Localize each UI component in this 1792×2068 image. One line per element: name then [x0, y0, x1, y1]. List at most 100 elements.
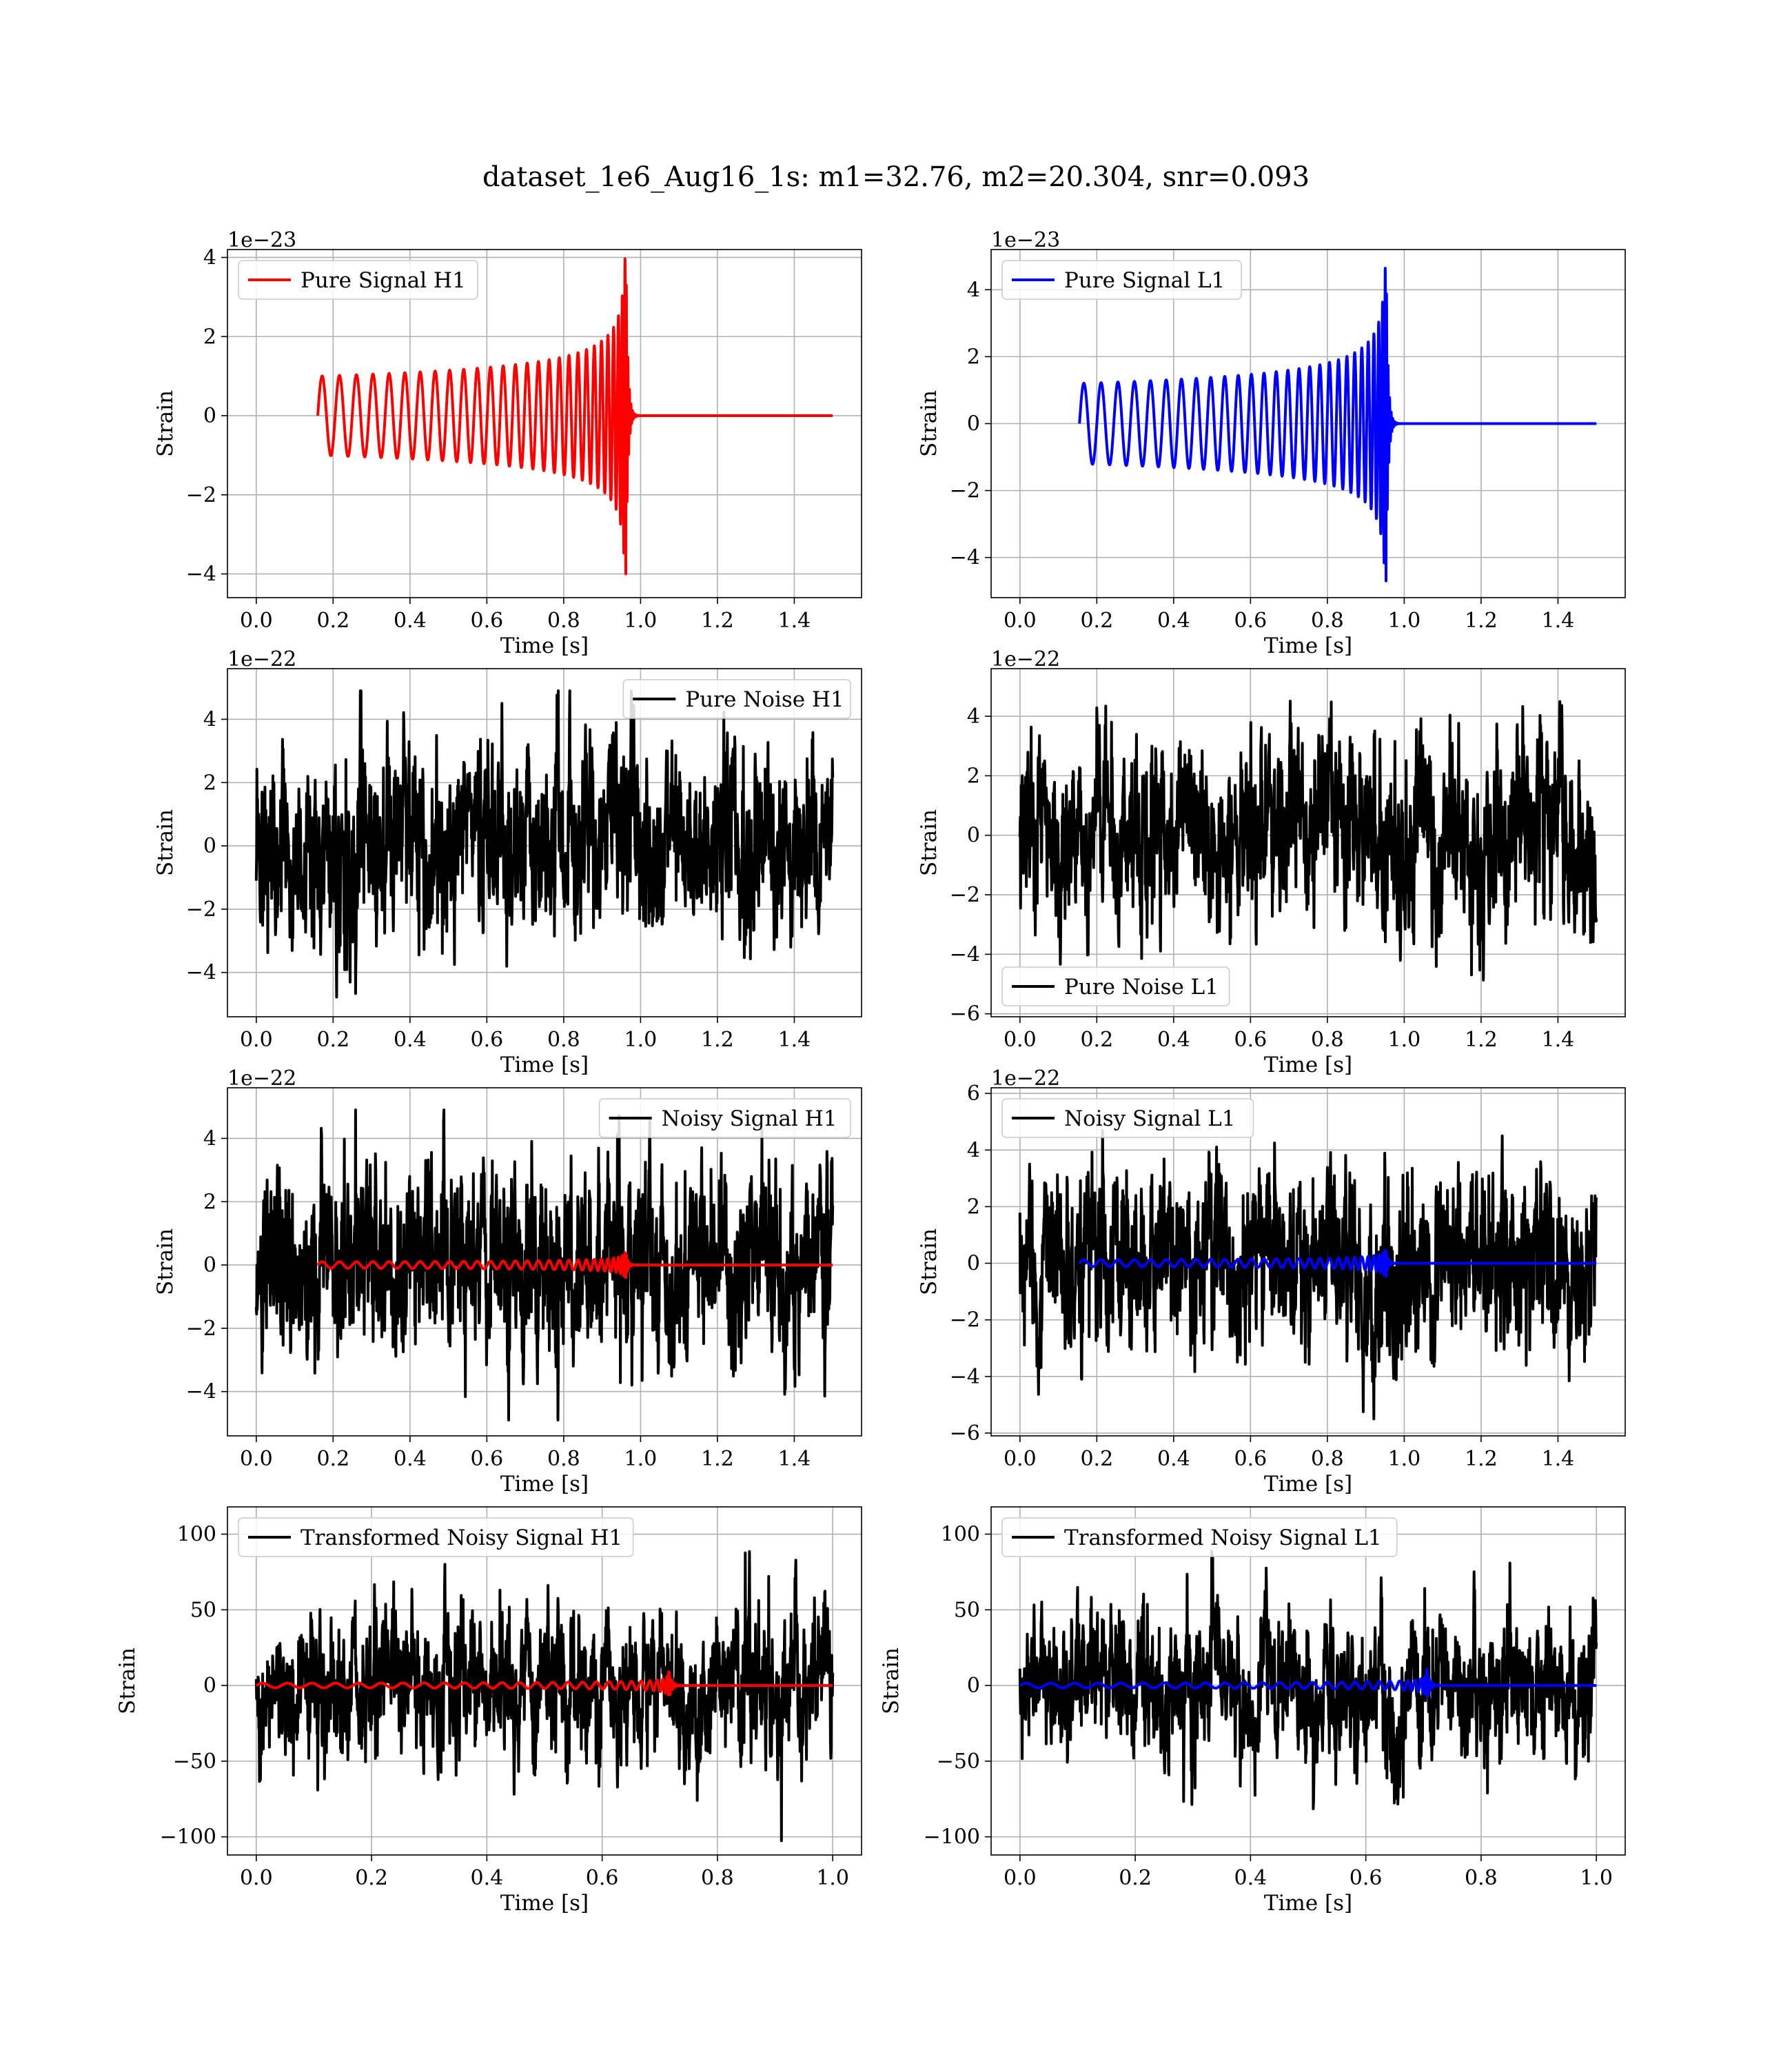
- x-tick-label: 0.6: [471, 609, 504, 633]
- legend-label: Pure Signal L1: [1064, 268, 1225, 293]
- y-tick-label: −4: [186, 1380, 216, 1404]
- y-tick-label: −2: [950, 883, 980, 907]
- x-tick-label: 0.0: [240, 609, 273, 633]
- x-tick-label: 0.0: [240, 1447, 273, 1471]
- x-tick-label: 0.0: [240, 1866, 273, 1890]
- x-tick-label: 0.4: [1157, 1028, 1190, 1052]
- y-tick-label: −6: [950, 1002, 980, 1026]
- y-tick-label: −4: [950, 546, 980, 570]
- x-tick-label: 0.2: [1080, 1447, 1113, 1471]
- y-axis-label: Strain: [917, 390, 941, 457]
- y-tick-label: 2: [203, 771, 216, 795]
- subplot-6: 0.0 0.2 0.4 0.6 0.8 1.0 1.2 1.4 −6 −4 −2 0 2 4 6 Time […: [917, 1066, 1626, 1497]
- y-axis-label: Strain: [917, 1228, 941, 1295]
- y-tick-label: 4: [203, 707, 216, 731]
- x-tick-label: 0.6: [1234, 1028, 1267, 1052]
- x-tick-label: 0.0: [1004, 1866, 1037, 1890]
- legend: Noisy Signal H1: [598, 1098, 851, 1138]
- x-tick-label: 1.4: [1542, 609, 1575, 633]
- legend-label: Transformed Noisy Signal L1: [1064, 1525, 1382, 1550]
- x-tick-label: 0.4: [394, 1028, 427, 1052]
- x-tick-label: 0.2: [316, 1447, 349, 1471]
- x-tick-label: 0.4: [1157, 1447, 1190, 1471]
- x-tick-label: 0.8: [547, 1447, 580, 1471]
- subplot-8: 0.0 0.2 0.4 0.6 0.8 1.0 −100 −50 0 50 100 Time [s] S…: [879, 1506, 1626, 1916]
- x-tick-label: 0.2: [1119, 1866, 1152, 1890]
- y-offset-text: 1e−22: [991, 647, 1060, 671]
- x-tick-label: 0.8: [1465, 1866, 1498, 1890]
- x-tick-label: 0.8: [547, 1028, 580, 1052]
- x-tick-label: 0.4: [1157, 609, 1190, 633]
- legend: Noisy Signal L1: [1001, 1098, 1254, 1138]
- y-tick-label: 50: [954, 1598, 980, 1622]
- axes-frame: [227, 249, 862, 598]
- x-tick-label: 0.4: [394, 609, 427, 633]
- y-tick-label: −4: [950, 1365, 980, 1389]
- x-tick-label: 0.2: [355, 1866, 388, 1890]
- x-tick-label: 0.4: [1234, 1866, 1267, 1890]
- legend-label: Noisy Signal L1: [1064, 1106, 1236, 1131]
- x-tick-label: 0.0: [1004, 1028, 1037, 1052]
- axes-frame: [227, 1506, 862, 1856]
- y-axis-label: Strain: [153, 809, 178, 876]
- y-axis-label: Strain: [115, 1648, 140, 1714]
- y-tick-label: 4: [967, 1138, 980, 1162]
- x-tick-label: 1.4: [778, 1028, 811, 1052]
- legend-box: [1001, 1517, 1398, 1557]
- x-tick-label: 0.2: [1080, 609, 1113, 633]
- legend-box: [622, 679, 851, 719]
- x-axis-label: Time [s]: [500, 633, 589, 658]
- subplot-grid: 0.0 0.2 0.4 0.6 0.8 1.0 1.2 1.4 −4 −2 0 2 4 Time [s] S…: [115, 228, 1626, 1916]
- x-tick-label: 0.8: [701, 1866, 734, 1890]
- legend: Pure Noise H1: [622, 679, 851, 719]
- x-tick-label: 0.0: [1004, 609, 1037, 633]
- y-tick-label: −2: [186, 1317, 216, 1341]
- x-tick-label: 1.0: [1388, 1447, 1421, 1471]
- legend-box: [598, 1098, 851, 1138]
- x-axis-label: Time [s]: [1264, 633, 1352, 658]
- x-tick-label: 1.0: [1580, 1866, 1613, 1890]
- subplot-2: 0.0 0.2 0.4 0.6 0.8 1.0 1.2 1.4 −4 −2 0 2 4 Time [s] S…: [917, 228, 1626, 658]
- x-tick-label: 1.2: [701, 609, 734, 633]
- x-axis-label: Time [s]: [500, 1472, 589, 1497]
- y-offset-text: 1e−22: [991, 1066, 1060, 1091]
- x-tick-label: 1.0: [1388, 609, 1421, 633]
- noise-series-line: [1018, 1550, 1598, 1810]
- x-tick-label: 1.2: [701, 1447, 734, 1471]
- y-tick-label: 4: [967, 278, 980, 302]
- axes-frame: [990, 1087, 1626, 1437]
- y-offset-text: 1e−23: [991, 228, 1060, 252]
- x-tick-label: 0.6: [471, 1028, 504, 1052]
- y-tick-label: −4: [186, 961, 216, 985]
- x-tick-label: 0.6: [1234, 1447, 1267, 1471]
- subplot-1: 0.0 0.2 0.4 0.6 0.8 1.0 1.2 1.4 −4 −2 0 2 4 Time [s] S…: [153, 228, 862, 658]
- noise-series-line: [254, 1108, 835, 1421]
- x-axis-label: Time [s]: [500, 1891, 589, 1916]
- noise-series-line: [1018, 700, 1598, 982]
- noise-series-line: [254, 689, 835, 999]
- y-tick-label: 50: [190, 1598, 216, 1622]
- y-tick-label: −2: [186, 898, 216, 922]
- legend-label: Pure Noise L1: [1064, 975, 1219, 1000]
- series-group: [1018, 1550, 1598, 1810]
- x-tick-label: 0.6: [1350, 1866, 1383, 1890]
- x-tick-label: 0.8: [1311, 1028, 1344, 1052]
- y-tick-label: 0: [967, 412, 980, 436]
- x-tick-label: 1.0: [624, 609, 658, 633]
- y-tick-label: 2: [967, 345, 980, 369]
- x-tick-label: 0.6: [586, 1866, 619, 1890]
- series-group: [254, 1108, 835, 1421]
- x-tick-label: 1.2: [1465, 609, 1498, 633]
- noise-series-line: [254, 1550, 835, 1843]
- signal-series-line: [1019, 1667, 1598, 1698]
- x-axis-label: Time [s]: [1264, 1053, 1352, 1077]
- legend: Transformed Noisy Signal L1: [1001, 1517, 1398, 1557]
- axes-frame: [990, 668, 1626, 1017]
- y-tick-label: −2: [950, 479, 980, 503]
- x-tick-label: 0.6: [471, 1447, 504, 1471]
- x-tick-label: 0.8: [1311, 609, 1344, 633]
- y-tick-label: −4: [950, 942, 980, 966]
- y-tick-label: 0: [203, 1253, 216, 1277]
- y-tick-label: 0: [967, 1252, 980, 1276]
